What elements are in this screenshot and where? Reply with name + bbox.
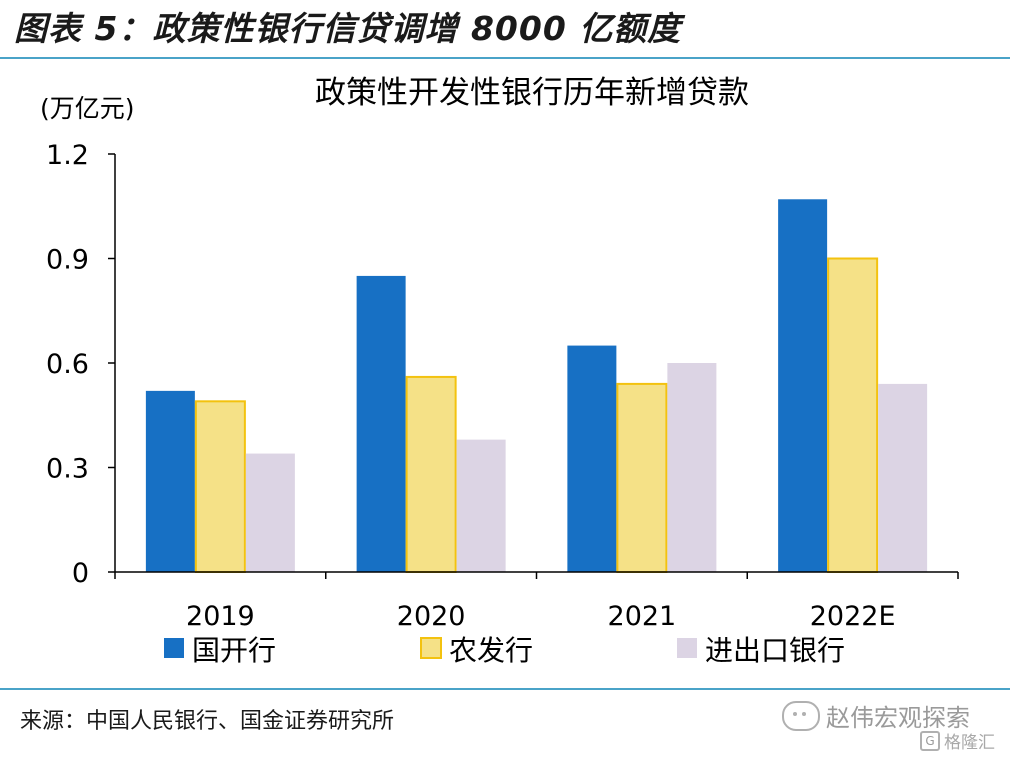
y-tick-label: 0 <box>72 558 89 589</box>
y-tick-label: 0.3 <box>46 454 89 485</box>
x-axis-labels: 2019 2020 2021 2022E <box>186 601 896 632</box>
x-tick-label: 2019 <box>186 601 255 632</box>
bar-3-2 <box>878 383 928 572</box>
y-tick-label: 0.9 <box>46 245 89 276</box>
x-tick-label: 2020 <box>397 601 466 632</box>
top-divider <box>0 57 1010 59</box>
y-tick-label: 0.6 <box>46 349 89 380</box>
bar-1-0 <box>356 275 406 572</box>
y-axis-label: (万亿元) <box>40 94 135 123</box>
bar-0-2 <box>245 453 295 572</box>
bar-2-0 <box>567 345 617 572</box>
wechat-icon <box>782 700 820 731</box>
legend-label: 国开行 <box>192 634 276 667</box>
legend: 国开行 农发行 进出口银行 <box>164 634 845 667</box>
watermark-text: 赵伟宏观探索 <box>826 704 970 732</box>
legend-label: 进出口银行 <box>705 634 845 667</box>
bar-0-0 <box>145 390 195 572</box>
x-axis-ticks <box>114 572 959 579</box>
bar-1-2 <box>456 439 506 572</box>
gelonghui-logo-icon: G <box>920 730 940 751</box>
y-tick-label: 1.2 <box>46 140 89 171</box>
legend-swatch <box>677 638 697 658</box>
bar-3-0 <box>778 199 828 573</box>
bar-2-1 <box>616 382 668 573</box>
bar-chart: 政策性开发性银行历年新增贷款 (万亿元) 00.30.60.91.2 2019 2… <box>40 75 959 667</box>
bar-1-1 <box>405 375 457 573</box>
chart-title: 政策性开发性银行历年新增贷款 <box>315 75 749 111</box>
watermark: 赵伟宏观探索 <box>782 698 970 733</box>
bar-series <box>145 199 928 574</box>
x-tick-label: 2022E <box>810 601 896 632</box>
bottom-divider <box>0 688 1010 690</box>
legend-label: 农发行 <box>449 634 533 667</box>
watermark-sub: G 格隆汇 <box>920 728 995 753</box>
watermark-sub-text: 格隆汇 <box>944 733 995 753</box>
x-tick-label: 2021 <box>608 601 677 632</box>
bar-0-1 <box>194 400 246 574</box>
legend-swatch <box>164 638 184 658</box>
bar-2-2 <box>667 363 717 572</box>
bar-3-1 <box>827 257 879 573</box>
figure-title: 图表 5：政策性银行信贷调增 8000 亿额度 <box>14 9 682 48</box>
y-axis-ticks: 0 0.3 0.6 0.9 1.2 <box>46 140 115 589</box>
legend-swatch <box>420 637 442 659</box>
source-note: 来源：中国人民银行、国金证券研究所 <box>20 709 395 734</box>
